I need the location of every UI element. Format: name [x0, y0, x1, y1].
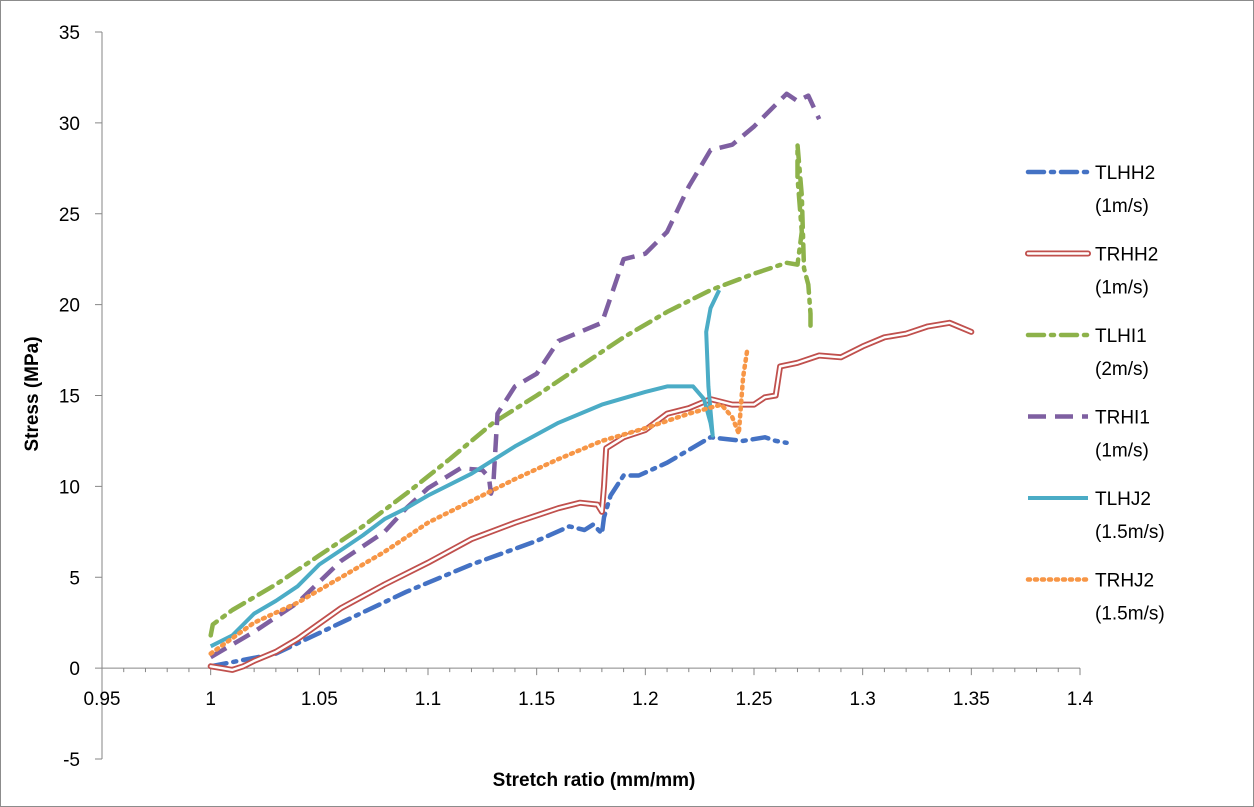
legend-label: TLHH2 [1095, 163, 1155, 184]
series-line-trhh2 [207, 319, 975, 673]
legend: TLHH2 (1m/s) TRHH2 (1m/s) TLHI1 (2m/s) TRHI1 (1… [1025, 163, 1165, 625]
legend-item-tlhj2: TLHJ2 (1.5m/s) [1028, 489, 1165, 543]
y-tick-label: 25 [59, 205, 80, 226]
legend-item-trhi1: TRHI1 (1m/s) [1028, 408, 1150, 462]
legend-item-trhh2: TRHH2 (1m/s) [1025, 245, 1158, 299]
series-line-trhi1 [209, 91, 822, 660]
x-tick-label: 1.3 [849, 689, 875, 710]
y-tick-label: -5 [63, 750, 80, 771]
legend-label-speed: (1.5m/s) [1095, 604, 1165, 625]
x-tick-label: 1.1 [415, 689, 441, 710]
legend-label: TRHH2 [1095, 245, 1158, 266]
x-tick-label: 1 [205, 689, 216, 710]
y-tick-label: 5 [69, 568, 80, 589]
axes: -5 0 5 10 15 20 25 30 35 0.95 1 1.05 1.1 1.15 1.2 1.25 1… [59, 23, 1094, 771]
legend-label-speed: (1m/s) [1095, 278, 1149, 299]
legend-label: TRHJ2 [1095, 571, 1154, 592]
y-tick-label: 0 [69, 659, 80, 680]
legend-label-speed: (1m/s) [1095, 441, 1149, 462]
series-line-trhj2 [208, 345, 750, 656]
legend-label-speed: (2m/s) [1095, 359, 1149, 380]
y-tick-label: 10 [59, 477, 80, 498]
legend-label: TRHI1 [1095, 408, 1150, 429]
y-tick-label: 20 [59, 296, 80, 317]
x-tick-label: 1.4 [1067, 689, 1094, 710]
series-line-tlhi1 [208, 142, 813, 638]
y-axis-title: Stress (MPa) [22, 336, 43, 451]
y-tick-label: 30 [59, 114, 80, 135]
legend-label: TLHI1 [1095, 326, 1147, 347]
x-tick-label: 1.05 [301, 689, 338, 710]
legend-label: TLHJ2 [1095, 489, 1151, 510]
series-line-tlhh2 [208, 435, 789, 669]
series-line-tlhj2 [209, 289, 722, 649]
series-layer [207, 91, 975, 673]
x-axis-title: Stretch ratio (mm/mm) [493, 770, 696, 791]
x-tick-label: 1.25 [736, 689, 773, 710]
legend-item-tlhi1: TLHI1 (2m/s) [1025, 326, 1149, 380]
x-tick-label: 1.35 [953, 689, 990, 710]
series-line-trhh2-outer [207, 319, 975, 673]
legend-label-speed: (1m/s) [1095, 196, 1149, 217]
legend-item-tlhh2: TLHH2 (1m/s) [1025, 163, 1155, 217]
x-tick-label: 0.95 [84, 689, 121, 710]
legend-item-trhj2: TRHJ2 (1.5m/s) [1025, 571, 1165, 625]
x-tick-label: 1.2 [632, 689, 658, 710]
x-tick-label: 1.15 [518, 689, 555, 710]
series-line-trhh2-inner [209, 321, 973, 672]
legend-label-speed: (1.5m/s) [1095, 522, 1165, 543]
y-tick-label: 15 [59, 387, 80, 408]
y-tick-label: 35 [59, 23, 80, 44]
